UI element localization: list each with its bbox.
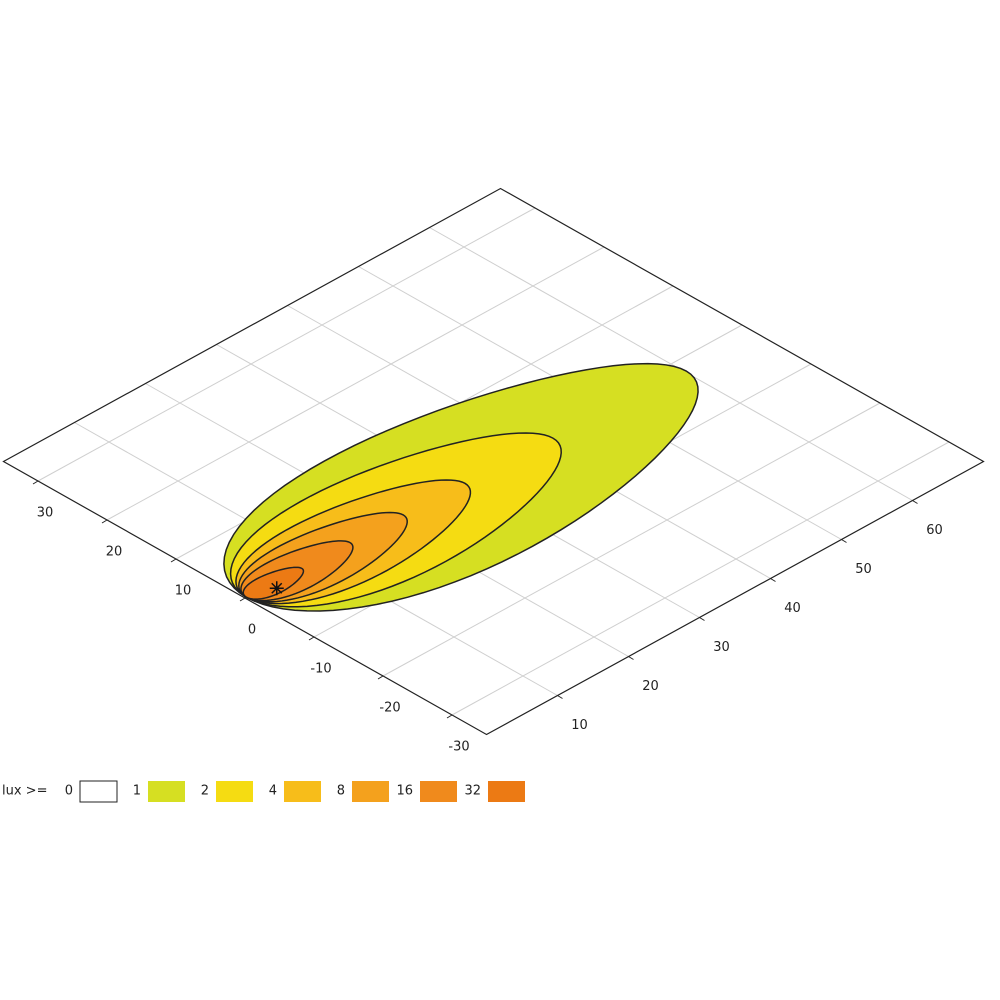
grid-line: [37, 207, 536, 482]
y-tick-label: -20: [379, 701, 400, 716]
x-tick-label: 10: [571, 718, 588, 733]
tick-mark: [770, 578, 776, 582]
grid-line: [106, 246, 605, 521]
grid-line: [382, 402, 881, 677]
legend-label: 0: [65, 784, 73, 799]
legend-swatch: [352, 781, 389, 802]
tick-mark: [628, 656, 634, 660]
legend-swatch: [148, 781, 185, 802]
tick-mark: [699, 617, 705, 621]
tick-mark: [239, 597, 246, 602]
legend-swatch: [216, 781, 253, 802]
y-tick-label: 10: [175, 584, 192, 599]
x-tick-label: 20: [642, 679, 659, 694]
y-tick-label: -10: [310, 662, 331, 677]
y-tick-label: 0: [248, 623, 256, 638]
legend-swatch: [79, 780, 118, 803]
y-tick-label: 20: [106, 545, 123, 560]
x-tick-label: 60: [926, 523, 943, 538]
grid-line: [451, 441, 950, 716]
legend-label: 1: [133, 784, 141, 799]
lamp-marker: [269, 581, 284, 596]
tick-mark: [308, 636, 315, 641]
legend-swatch: [488, 781, 525, 802]
tick-mark: [446, 714, 453, 719]
tick-mark: [170, 558, 177, 563]
legend-label: 32: [464, 784, 481, 799]
legend-label: 16: [396, 784, 413, 799]
plane-border: [2, 187, 985, 736]
tick-mark: [32, 480, 39, 485]
tick-mark: [377, 675, 384, 680]
legend-title: lux >=: [2, 784, 47, 799]
legend-label: 4: [269, 784, 277, 799]
tick-mark: [912, 500, 918, 504]
x-tick-label: 30: [713, 640, 730, 655]
tick-mark: [557, 695, 563, 699]
contour-region: [242, 566, 305, 600]
y-tick-label: -30: [448, 740, 469, 755]
tick-mark: [841, 539, 847, 543]
legend-swatch: [284, 781, 321, 802]
x-tick-label: 50: [855, 562, 872, 577]
tick-mark: [101, 519, 108, 524]
x-tick-label: 40: [784, 601, 801, 616]
legend-swatch: [420, 781, 457, 802]
legend-label: 8: [337, 784, 345, 799]
y-tick-label: 30: [37, 506, 54, 521]
legend-label: 2: [201, 784, 209, 799]
